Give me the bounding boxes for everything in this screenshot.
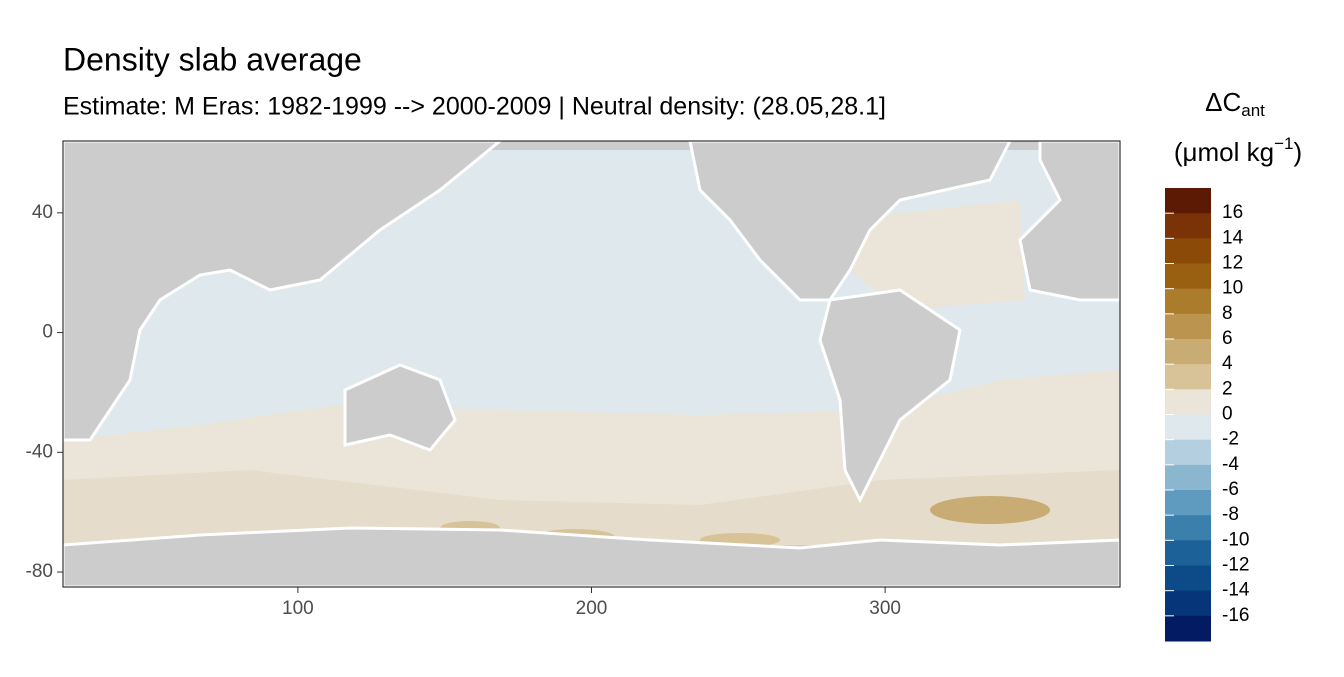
legend-swatch [1165, 590, 1211, 617]
legend-swatch [1165, 615, 1211, 642]
x-tick-label: 100 [282, 598, 314, 619]
x-tick-label: 200 [576, 598, 608, 619]
legend-label: -8 [1222, 504, 1239, 525]
chart-title: Density slab average [63, 41, 362, 77]
legend-label: 0 [1222, 404, 1233, 425]
legend-close: ) [1293, 137, 1302, 167]
legend-label: 12 [1222, 253, 1243, 274]
legend-unit: (μmol kg−1) [1174, 134, 1302, 166]
legend-swatch [1165, 288, 1211, 315]
legend-swatch [1165, 540, 1211, 566]
legend-label: -14 [1222, 580, 1250, 601]
x-tick-label: 300 [869, 598, 901, 619]
legend-swatch [1165, 188, 1211, 214]
legend-swatch [1165, 490, 1211, 516]
legend-swatch [1165, 213, 1211, 239]
legend-swatch [1165, 565, 1211, 592]
legend-swatch [1165, 263, 1211, 290]
legend-swatch [1165, 464, 1211, 491]
legend-swatch [1165, 389, 1211, 415]
legend-swatch [1165, 313, 1211, 340]
chart-subtitle: Estimate: M Eras: 1982-1999 --> 2000-200… [63, 93, 886, 121]
legend-label: 16 [1222, 202, 1243, 223]
legend-swatch [1165, 414, 1211, 441]
legend-label: 4 [1222, 353, 1233, 374]
legend-swatch [1165, 238, 1211, 264]
legend-swatch [1165, 364, 1211, 390]
legend-label: -10 [1222, 529, 1249, 550]
legend-title: ΔCant [1205, 87, 1265, 121]
legend-label: 10 [1222, 278, 1243, 299]
legend-swatch [1165, 339, 1211, 365]
y-tick-label: 0 [42, 322, 53, 343]
y-tick-label: -40 [26, 441, 53, 462]
legend-subscript: ant [1241, 101, 1265, 120]
legend-symbol: ΔC [1205, 87, 1241, 117]
legend-label: 8 [1222, 303, 1233, 324]
legend-label: 2 [1222, 378, 1233, 399]
legend-label: -4 [1222, 454, 1239, 475]
legend-swatch [1165, 515, 1211, 541]
y-tick-label: 40 [32, 202, 53, 223]
legend-swatch [1165, 439, 1211, 466]
legend-label: -16 [1222, 605, 1249, 626]
legend-label: -2 [1222, 429, 1239, 450]
map [62, 140, 1121, 588]
y-tick-label: -80 [26, 561, 53, 582]
legend-label: -12 [1222, 555, 1249, 576]
legend-label: -6 [1222, 479, 1239, 500]
legend-unit-text: (μmol kg [1174, 137, 1274, 167]
legend-label: 6 [1222, 328, 1233, 349]
legend-superscript: −1 [1274, 134, 1293, 153]
legend-label: 14 [1222, 227, 1244, 248]
